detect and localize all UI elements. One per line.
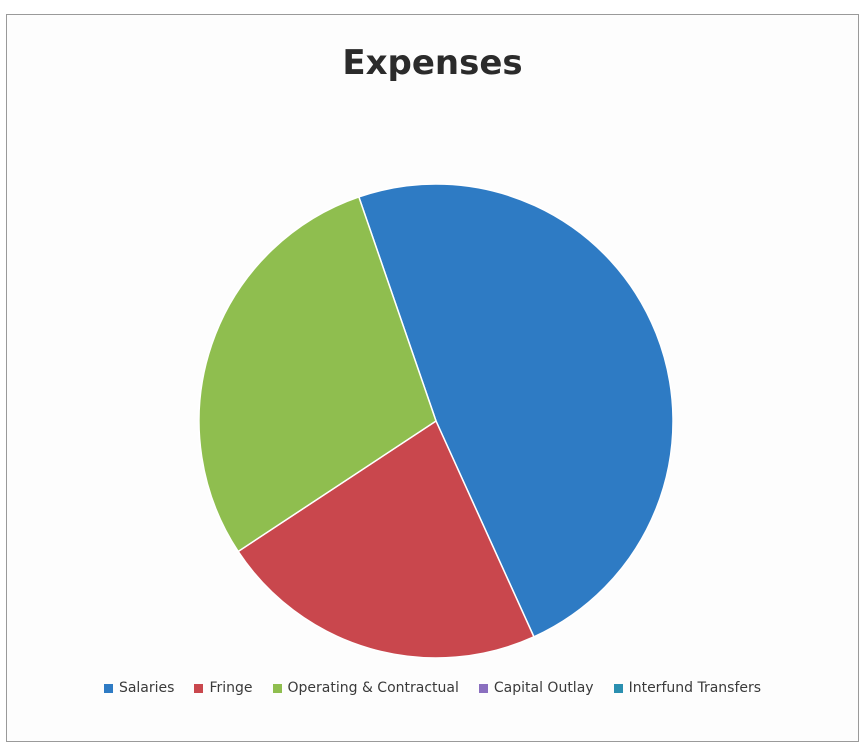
legend-swatch — [272, 683, 282, 693]
legend-label: Salaries — [118, 680, 175, 696]
pie-slice-operating-contractual — [198, 195, 437, 553]
legend-item-interfund-transfers: Interfund Transfers — [613, 680, 762, 696]
legend-item-fringe: Fringe — [194, 680, 253, 696]
legend-label: Capital Outlay — [493, 680, 594, 696]
legend-label: Interfund Transfers — [628, 680, 762, 696]
legend-swatch — [613, 683, 623, 693]
legend-swatch — [478, 683, 488, 693]
legend-label: Fringe — [209, 680, 253, 696]
legend-item-capital-outlay: Capital Outlay — [478, 680, 594, 696]
legend-swatch — [103, 683, 113, 693]
legend-label: Operating & Contractual — [287, 680, 459, 696]
pie-slices — [198, 183, 674, 659]
pie-slice-fringe — [237, 419, 535, 659]
chart-legend: Salaries Fringe Operating & Contractual Cap… — [0, 680, 865, 696]
pie-slice-salaries — [357, 183, 674, 638]
chart-title: Expenses — [342, 43, 523, 83]
legend-item-salaries: Salaries — [103, 680, 175, 696]
legend-swatch — [194, 683, 204, 693]
legend-item-operating-contractual: Operating & Contractual — [272, 680, 459, 696]
